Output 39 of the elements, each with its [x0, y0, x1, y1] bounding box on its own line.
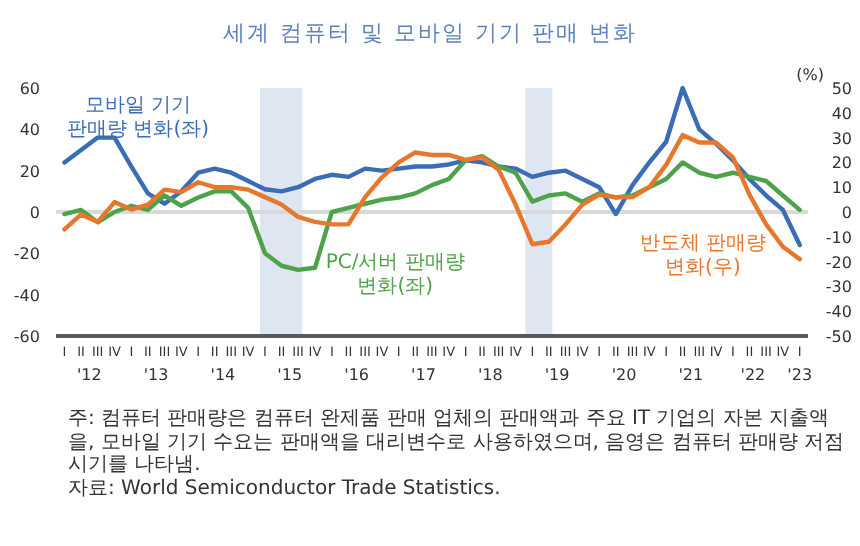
x-tick-label: '13 [143, 366, 169, 384]
chart-title: 세계 컴퓨터 및 모바일 기기 판매 변화 [223, 20, 637, 46]
x-tick-label: '22 [740, 366, 766, 384]
text: 주: 컴퓨터 판매량은 컴퓨터 완제품 판매 업체의 판매액과 주요 IT 기업의 자본 지출액을, 모바일 기기 수요는 판매액을 대리변수로 사용하였으며, 음영은 컴퓨터 판매량 저점 시기를 나타냄. [68, 408, 847, 477]
x-tick-label: '12 [76, 366, 102, 384]
y-tick-label: 0 [29, 204, 40, 222]
x-tick-label: '15 [277, 366, 303, 384]
x-tick-label: '23 [787, 366, 813, 384]
y2-tick-label: -10 [825, 228, 852, 247]
y2-tick-label: 10 [831, 179, 852, 198]
y-tick-label: -40 [13, 286, 40, 305]
x-tick-label: '20 [611, 366, 637, 384]
x-tick-label: '17 [411, 366, 436, 384]
y2-tick-label: -50 [825, 328, 852, 346]
y2-tick-label: -40 [825, 303, 852, 322]
x-tick-label: '21 [678, 366, 704, 384]
y-tick-label: 20 [19, 162, 40, 181]
series-label: 모바일 기기 판매량 변화(좌) [67, 94, 210, 141]
series-label: 반도체 판매량 변화(우) [639, 233, 767, 280]
y2-tick-label: 40 [831, 104, 852, 123]
y-tick-label: 40 [19, 121, 40, 140]
y2-tick-label: -30 [825, 278, 852, 297]
x-tick-label: '16 [344, 366, 370, 384]
y-tick-label: -60 [13, 328, 40, 346]
line-series [62, 85, 802, 248]
x-tick-label: '14 [210, 366, 236, 384]
x-tick-label: '18 [477, 366, 503, 384]
y2-axis-title: (%) [796, 66, 824, 84]
y2-tick-label: 50 [831, 80, 852, 98]
y-tick-label: 60 [19, 80, 40, 98]
y2-tick-label: -20 [825, 253, 852, 272]
y-tick-label: -20 [13, 245, 40, 264]
y2-tick-label: 30 [831, 129, 852, 148]
text: 자료: World Semiconductor Trade Statistics. [68, 477, 503, 500]
line-series [62, 154, 802, 273]
y2-tick-label: 20 [831, 154, 852, 173]
y2-tick-label: 0 [841, 204, 852, 222]
x-tick-label: '19 [544, 366, 570, 384]
series-label: PC/서버 판매량 변화(좌) [325, 251, 465, 298]
